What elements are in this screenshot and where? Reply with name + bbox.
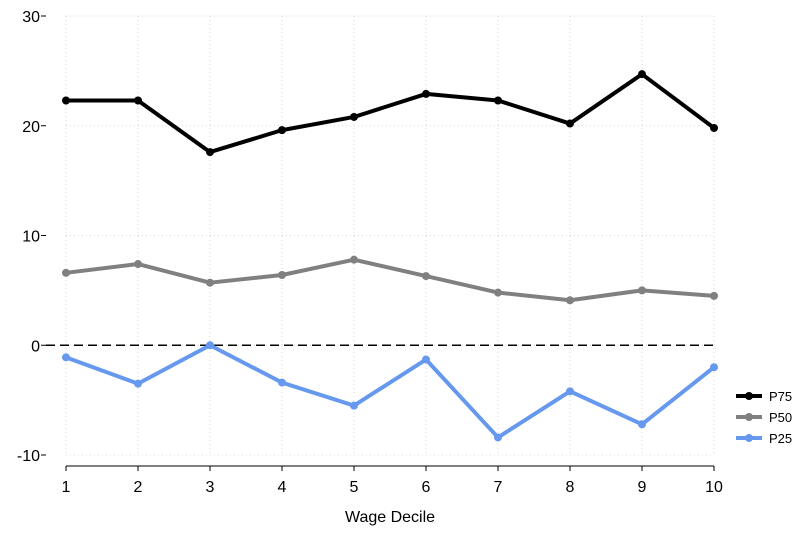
data-point xyxy=(278,126,286,135)
data-point xyxy=(350,255,358,264)
series-line xyxy=(65,257,715,303)
series-p50 xyxy=(62,255,718,305)
data-point xyxy=(350,401,358,410)
x-tick-label: 7 xyxy=(494,479,503,496)
data-point xyxy=(278,378,286,387)
legend-label: P50 xyxy=(769,410,792,425)
y-tick-label: 0 xyxy=(31,338,40,355)
data-point xyxy=(494,96,502,105)
legend-label: P25 xyxy=(769,431,792,446)
legend-label: P75 xyxy=(769,389,792,404)
data-point xyxy=(350,112,358,121)
data-point xyxy=(494,433,502,442)
data-point xyxy=(278,271,286,280)
legend: P75 P50 P25 xyxy=(736,389,792,446)
data-point xyxy=(638,286,646,295)
x-axis-title: Wage Decile xyxy=(345,509,435,526)
x-tick-label: 4 xyxy=(278,479,287,496)
data-point xyxy=(566,387,574,396)
y-tick-label: 10 xyxy=(22,229,40,246)
data-point xyxy=(62,96,70,105)
data-point xyxy=(566,296,574,305)
grid xyxy=(65,15,715,456)
data-point xyxy=(62,268,70,277)
x-tick-label: 2 xyxy=(134,479,143,496)
data-point xyxy=(134,96,142,105)
legend-marker xyxy=(745,434,753,442)
y-tick-label: -10 xyxy=(17,448,40,465)
data-point xyxy=(710,363,718,372)
y-tick-label: 20 xyxy=(22,119,40,136)
data-point xyxy=(494,288,502,297)
data-point xyxy=(710,123,718,132)
data-point xyxy=(566,119,574,128)
data-point xyxy=(134,379,142,388)
x-tick-label: 9 xyxy=(638,479,647,496)
x-tick-label: 3 xyxy=(206,479,215,496)
data-point xyxy=(422,89,430,98)
series-p25 xyxy=(62,341,718,442)
series-line xyxy=(65,343,716,440)
y-tick-label: 30 xyxy=(22,9,40,26)
x-tick-label: 1 xyxy=(62,479,71,496)
series-p75 xyxy=(62,70,718,157)
data-point xyxy=(62,353,70,362)
series-line xyxy=(66,72,716,155)
legend-item-p25: P25 xyxy=(736,431,792,446)
data-point xyxy=(638,420,646,429)
axes: -10 0 10 20 30 1 2 3 4 5 6 7 8 9 10 xyxy=(17,9,723,496)
data-point xyxy=(638,70,646,79)
x-tick-label: 10 xyxy=(705,479,723,496)
data-point xyxy=(206,148,214,157)
legend-marker xyxy=(745,392,753,400)
data-point xyxy=(710,291,718,300)
series-layer xyxy=(62,70,718,442)
legend-marker xyxy=(745,413,753,421)
legend-item-p50: P50 xyxy=(736,410,792,425)
x-tick-label: 5 xyxy=(350,479,359,496)
data-point xyxy=(206,341,214,350)
data-point xyxy=(206,278,214,287)
x-tick-label: 6 xyxy=(422,479,431,496)
legend-item-p75: P75 xyxy=(736,389,792,404)
x-tick-label: 8 xyxy=(566,479,575,496)
data-point xyxy=(134,260,142,269)
data-point xyxy=(422,355,430,364)
data-point xyxy=(422,272,430,281)
